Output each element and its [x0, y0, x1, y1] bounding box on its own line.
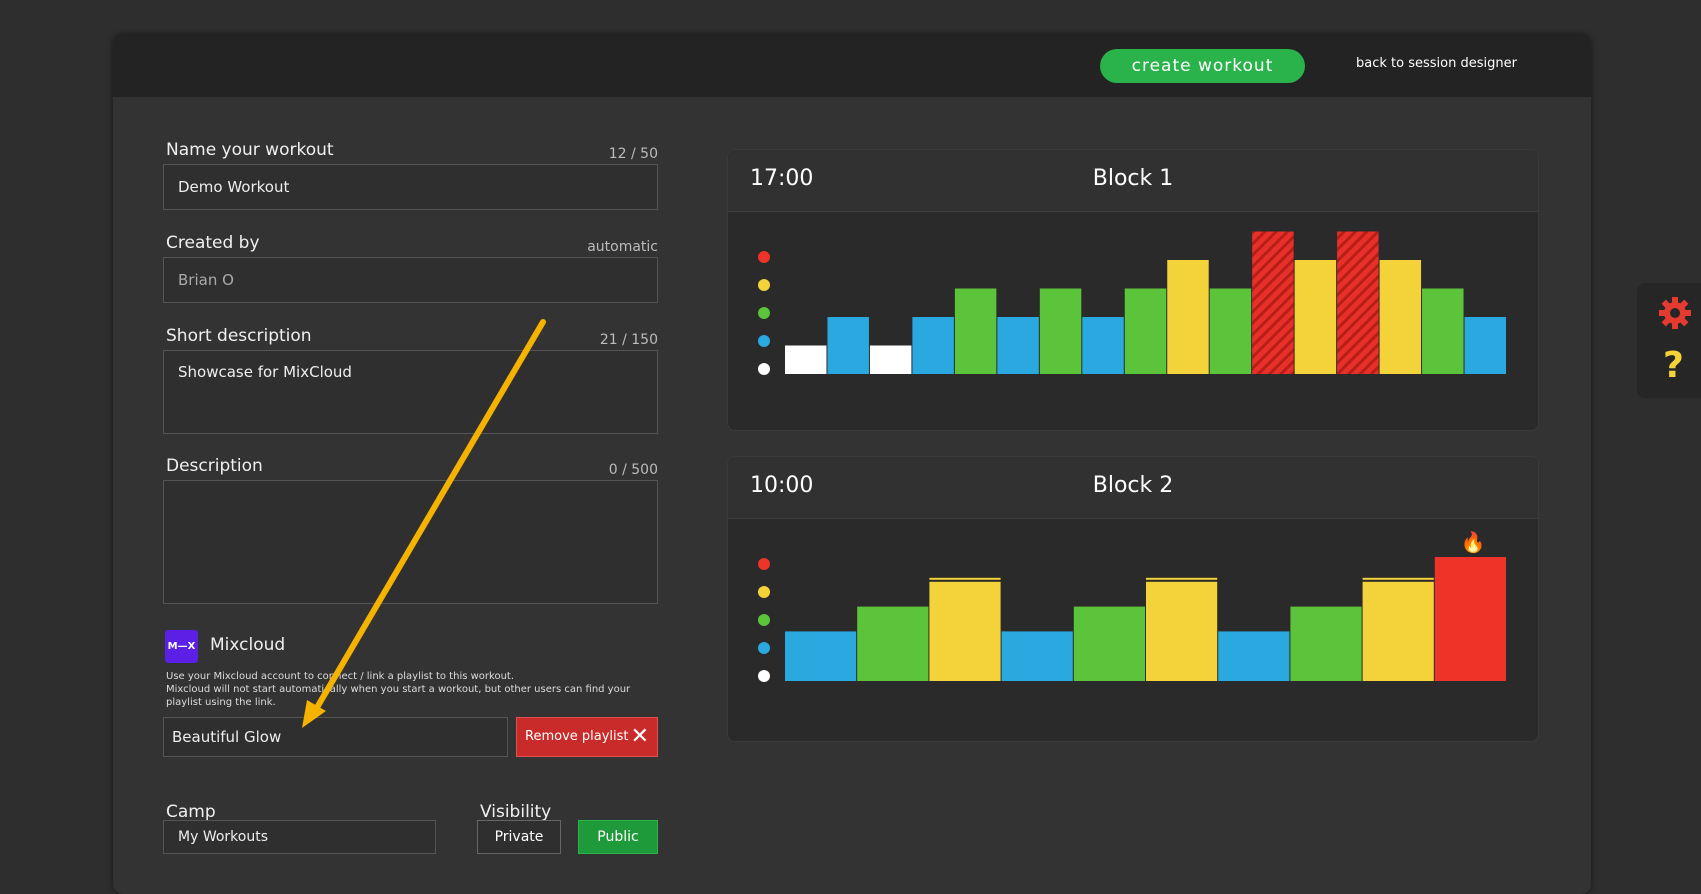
bar-cap-6 [1146, 577, 1218, 580]
description-input[interactable] [163, 480, 658, 604]
zone-dot-blue [758, 642, 770, 654]
bar-5 [954, 288, 997, 374]
remove-playlist-button[interactable]: Remove playlist ✕ [516, 717, 658, 757]
side-toolbar: ? [1637, 283, 1701, 398]
top-bar: create workout back to session designer [113, 34, 1591, 97]
bar-5 [1073, 606, 1145, 681]
gear-icon[interactable] [1657, 295, 1693, 331]
fire-icon: 🔥 [1461, 530, 1486, 554]
bar-3 [869, 345, 912, 374]
description-count: 0 / 500 [608, 462, 658, 478]
bar-10 [1167, 260, 1209, 374]
block-1[interactable]: 17:00 Block 1 [727, 149, 1539, 431]
bar-4 [912, 317, 954, 374]
zone-dot-yellow [758, 279, 770, 291]
mixcloud-logo: M—X [165, 630, 198, 663]
created-by-field: Brian O [163, 257, 658, 303]
bar-17 [1464, 317, 1506, 374]
visibility-label: Visibility [480, 802, 552, 822]
bar-1 [785, 345, 827, 374]
bar-7 [1039, 288, 1082, 374]
private-button[interactable]: Private [477, 820, 561, 854]
help-icon[interactable]: ? [1663, 345, 1684, 386]
bar-13 [1294, 260, 1337, 374]
bar-3 [929, 581, 1001, 681]
block-2-title: Block 2 [1092, 473, 1174, 498]
remove-playlist-label: Remove playlist [525, 729, 629, 744]
create-workout-button[interactable]: create workout [1100, 49, 1305, 83]
bar-9 [1124, 288, 1167, 374]
camp-label: Camp [166, 802, 216, 822]
bar-7 [1218, 631, 1290, 681]
bar-8 [1082, 317, 1124, 374]
bar-14 [1337, 231, 1379, 374]
short-description-input[interactable]: Showcase for MixCloud [163, 350, 658, 434]
camp-select[interactable]: My Workouts [163, 820, 436, 854]
block-2-header: 10:00 Block 2 [728, 457, 1538, 519]
bar-1 [785, 631, 857, 681]
zone-dot-blue [758, 335, 770, 347]
zone-dot-red [758, 558, 770, 570]
bar-6 [997, 317, 1039, 374]
block-1-chart [758, 231, 1506, 375]
block-1-time: 17:00 [750, 166, 814, 191]
zone-dot-red [758, 251, 770, 263]
created-by-label: Created by [166, 233, 260, 253]
zone-dot-white [758, 670, 770, 682]
block-2-chart: 🔥 [758, 530, 1506, 682]
bar-12 [1252, 231, 1294, 374]
bar-11 [1209, 288, 1252, 374]
block-1-header: 17:00 Block 1 [728, 150, 1538, 212]
bar-9 [1362, 581, 1434, 681]
bar-2 [857, 606, 929, 681]
block-2[interactable]: 10:00 Block 2 🔥 [727, 456, 1539, 742]
bar-4 [1001, 631, 1073, 681]
workout-name-input[interactable]: Demo Workout [163, 164, 658, 210]
bar-16 [1422, 288, 1464, 374]
mixcloud-help-1: Use your Mixcloud account to connect / l… [166, 671, 515, 682]
bar-6 [1146, 581, 1218, 681]
bar-2 [827, 317, 869, 374]
zone-dot-green [758, 307, 770, 319]
block-2-time: 10:00 [750, 473, 814, 498]
short-description-label: Short description [166, 326, 312, 346]
bar-10 [1434, 557, 1506, 681]
description-label: Description [166, 456, 263, 476]
workout-panel: create workout back to session designer … [113, 34, 1591, 894]
name-label: Name your workout [166, 140, 334, 160]
name-count: 12 / 50 [608, 146, 658, 162]
mixcloud-help-2: Mixcloud will not start automatically wh… [166, 684, 631, 708]
created-by-count: automatic [587, 239, 658, 255]
zone-dot-green [758, 614, 770, 626]
zone-dot-white [758, 363, 770, 375]
mixcloud-title: Mixcloud [210, 635, 286, 655]
back-to-session-designer-link[interactable]: back to session designer [1356, 56, 1517, 71]
bar-cap-3 [929, 577, 1001, 580]
block-1-title: Block 1 [1092, 166, 1174, 191]
public-button[interactable]: Public [578, 820, 658, 854]
playlist-input[interactable]: Beautiful Glow [163, 717, 508, 757]
close-icon: ✕ [630, 724, 649, 749]
short-description-count: 21 / 150 [599, 332, 658, 348]
bar-15 [1379, 260, 1422, 374]
zone-dot-yellow [758, 586, 770, 598]
bar-cap-9 [1362, 577, 1434, 580]
bar-8 [1290, 606, 1362, 681]
